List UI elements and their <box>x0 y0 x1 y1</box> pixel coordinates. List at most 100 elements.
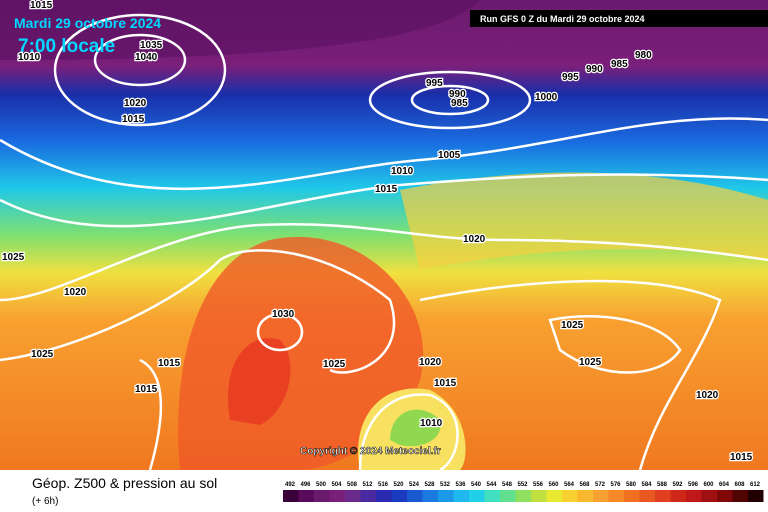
colorbar-label: 524 <box>409 482 420 488</box>
colorbar-label: 532 <box>440 482 451 488</box>
colorbar-label: 564 <box>564 482 575 488</box>
isobar-label: 1025 <box>561 320 584 331</box>
colorbar-swatch <box>546 490 562 502</box>
isobar-label: 1015 <box>135 384 158 395</box>
colorbar-label: 560 <box>549 482 560 488</box>
colorbar-swatch <box>655 490 671 502</box>
colorbar-label: 508 <box>347 482 358 488</box>
colorbar-swatch <box>717 490 733 502</box>
isobar-label: 1040 <box>135 52 158 63</box>
isobar-label: 1025 <box>2 252 25 263</box>
colorbar-label: 540 <box>471 482 482 488</box>
colorbar-swatch <box>732 490 748 502</box>
isobar-label: 1005 <box>438 150 461 161</box>
colorbar-label: 576 <box>611 482 622 488</box>
colorbar-swatch <box>531 490 547 502</box>
colorbar-label: 580 <box>626 482 637 488</box>
colorbar-label: 604 <box>719 482 730 488</box>
isobar-label: 1010 <box>420 418 443 429</box>
isobar-label: 1025 <box>579 357 602 368</box>
footer-step: (+ 6h) <box>32 496 58 507</box>
colorbar-label: 536 <box>456 482 467 488</box>
colorbar-swatch <box>376 490 392 502</box>
isobar-label: 995 <box>562 72 579 83</box>
colorbar-swatch <box>407 490 423 502</box>
isobar-label: 1010 <box>18 52 41 63</box>
colorbar-label: 500 <box>316 482 327 488</box>
colorbar-swatch <box>515 490 531 502</box>
colorbar-swatch <box>453 490 469 502</box>
colorbar-swatch <box>686 490 702 502</box>
isobar-label: 1015 <box>375 184 398 195</box>
isobar-label: 1015 <box>158 358 181 369</box>
colorbar-label: 516 <box>378 482 389 488</box>
colorbar-label: 584 <box>642 482 653 488</box>
isobar-label: 980 <box>635 50 652 61</box>
colorbar-swatch <box>593 490 609 502</box>
colorbar-swatch <box>670 490 686 502</box>
colorbar-swatch <box>329 490 345 502</box>
isobar-label: 1015 <box>434 378 457 389</box>
isobar-label: 985 <box>611 59 628 70</box>
isobar-label: 1015 <box>122 114 145 125</box>
isobar-label: 1035 <box>140 40 163 51</box>
isobar-label: 1020 <box>696 390 719 401</box>
isobar-label: 990 <box>449 89 466 100</box>
colorbar-label: 520 <box>394 482 405 488</box>
isobar-label: 1025 <box>323 359 346 370</box>
time: 7:00 locale <box>18 36 115 57</box>
colorbar-swatch <box>562 490 578 502</box>
colorbar-label: 592 <box>673 482 684 488</box>
isobar-label: 985 <box>451 98 468 109</box>
colorbar-label: 512 <box>363 482 374 488</box>
colorbar-swatch <box>577 490 593 502</box>
colorbar-label: 492 <box>285 482 296 488</box>
colorbar-swatch <box>298 490 314 502</box>
isobar-label: 990 <box>586 64 603 75</box>
colorbar-label: 600 <box>704 482 715 488</box>
colorbar-label: 528 <box>425 482 436 488</box>
colorbar-swatch <box>314 490 330 502</box>
colorbar-label: 552 <box>518 482 529 488</box>
colorbar-swatch <box>469 490 485 502</box>
colorbar-swatch <box>748 490 764 502</box>
colorbar-swatch <box>360 490 376 502</box>
colorbar-swatch <box>283 490 299 502</box>
colorbar-label: 556 <box>533 482 544 488</box>
colorbar-swatch <box>701 490 717 502</box>
isobar-label: 1015 <box>730 452 753 463</box>
isobar-label: 1030 <box>272 309 295 320</box>
colorbar-label: 496 <box>301 482 312 488</box>
isobar-label: 995 <box>426 78 443 89</box>
isobar-label: 1010 <box>391 166 414 177</box>
colorbar-label: 504 <box>332 482 343 488</box>
isobar-label: 1015 <box>30 0 53 11</box>
colorbar-swatch <box>345 490 361 502</box>
colorbar-label: 548 <box>502 482 513 488</box>
colorbar-swatch <box>422 490 438 502</box>
colorbar-swatch <box>639 490 655 502</box>
isobar-label: 1020 <box>419 357 442 368</box>
run-label: Run GFS 0 Z du Mardi 29 octobre 2024 <box>480 14 645 24</box>
colorbar-swatch <box>608 490 624 502</box>
colorbar-swatch <box>438 490 454 502</box>
colorbar-swatch <box>624 490 640 502</box>
colorbar-label: 588 <box>657 482 668 488</box>
colorbar-label: 544 <box>487 482 498 488</box>
colorbar-swatch <box>391 490 407 502</box>
copyright: Copyright © 2024 Meteociel.fr <box>300 446 441 457</box>
isobar-label: 1000 <box>535 92 558 103</box>
footer-title: Géop. Z500 & pression au sol <box>32 475 217 491</box>
isobar-label: 1025 <box>31 349 54 360</box>
colorbar-label: 608 <box>735 482 746 488</box>
colorbar-label: 596 <box>688 482 699 488</box>
isobar-label: 1020 <box>463 234 486 245</box>
isobar-label: 1020 <box>124 98 147 109</box>
date: Mardi 29 octobre 2024 <box>14 15 161 31</box>
isobar-label: 1020 <box>64 287 87 298</box>
colorbar-label: 572 <box>595 482 606 488</box>
colorbar-label: 612 <box>750 482 761 488</box>
colorbar-label: 568 <box>580 482 591 488</box>
colorbar-swatch <box>500 490 516 502</box>
